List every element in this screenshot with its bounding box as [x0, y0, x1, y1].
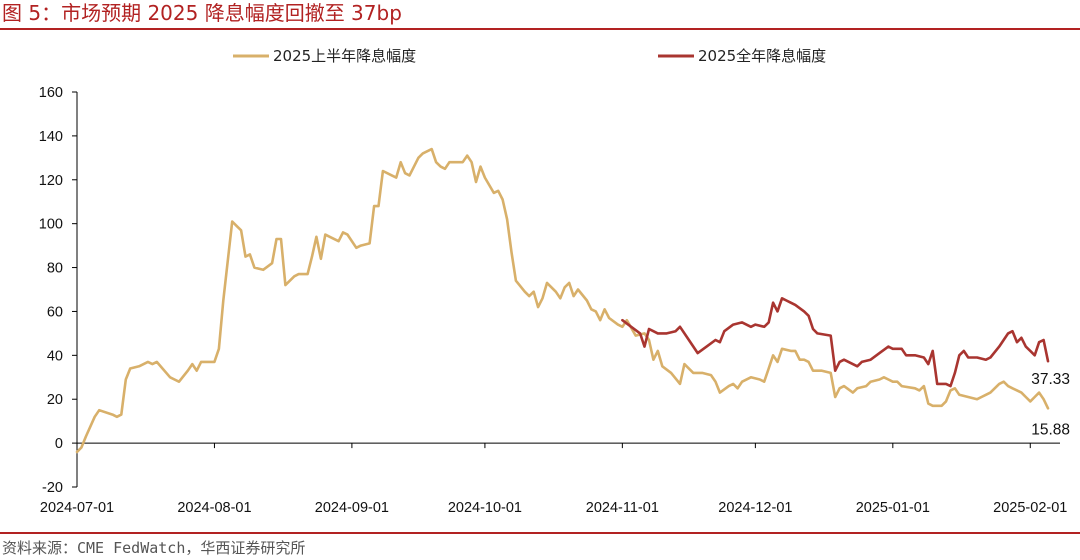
chart-axes: -20 0 20 40 60 80 100 120 140 160 2024-07-01 2024-0… [39, 85, 1068, 516]
legend-label-2: 2025全年降息幅度 [698, 47, 826, 65]
y-tick-label: 140 [39, 129, 63, 145]
x-tick-label: 2024-10-01 [448, 500, 522, 516]
y-tick-label: 120 [39, 173, 63, 189]
y-tick-label: 160 [39, 85, 63, 101]
legend-label-1: 2025上半年降息幅度 [273, 47, 416, 65]
end-value-label-1: 15.88 [1031, 421, 1070, 438]
y-tick-label: 0 [55, 436, 63, 452]
x-tick-label: 2024-08-01 [177, 500, 251, 516]
source-note: 资料来源：CME FedWatch，华西证券研究所 [2, 539, 306, 557]
y-tick-label: 20 [47, 392, 63, 408]
end-labels: 15.88 37.33 [1031, 371, 1070, 438]
x-tick-label: 2025-02-01 [993, 500, 1067, 516]
y-tick-label: -20 [42, 480, 63, 496]
line-chart: 2025上半年降息幅度 2025全年降息幅度 -20 0 20 40 60 80 100 120… [39, 47, 1070, 516]
x-tick-label: 2024-11-01 [586, 500, 659, 516]
page-title: 图 5：市场预期 2025 降息幅度回撤至 37bp [2, 1, 402, 25]
end-value-label-2: 37.33 [1031, 371, 1070, 388]
series-line-1 [75, 147, 1050, 454]
chart-legend: 2025上半年降息幅度 2025全年降息幅度 [233, 47, 826, 65]
series-layer [75, 147, 1050, 454]
x-tick-label: 2024-09-01 [315, 500, 389, 516]
top-rule [0, 28, 1080, 30]
y-tick-label: 100 [39, 217, 63, 233]
x-tick-label: 2024-07-01 [40, 500, 114, 516]
y-tick-label: 60 [47, 304, 63, 320]
x-tick-label: 2025-01-01 [856, 500, 930, 516]
series-line-2 [621, 296, 1050, 388]
y-tick-label: 80 [47, 261, 63, 277]
x-tick-label: 2024-12-01 [718, 500, 792, 516]
y-tick-label: 40 [47, 348, 63, 364]
bottom-rule [0, 532, 1080, 534]
